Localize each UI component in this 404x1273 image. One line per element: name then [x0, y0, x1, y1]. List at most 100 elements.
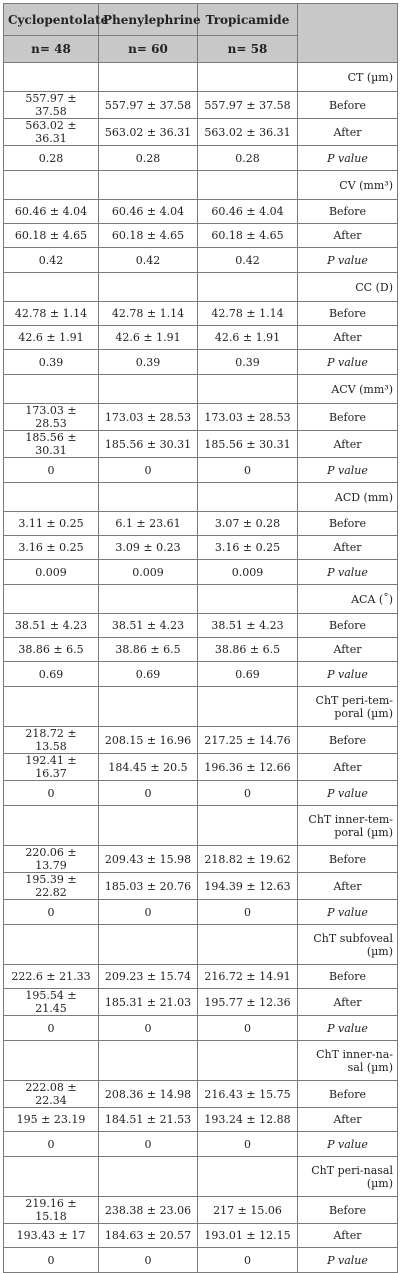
value-cell: 0 [3, 1131, 99, 1157]
header-blank [297, 3, 398, 63]
table-row: 42.78 ± 1.14 42.78 ± 1.14 42.78 ± 1.14 Befo… [3, 301, 398, 326]
row-label: P value [297, 1131, 398, 1157]
table-row: 3.16 ± 0.25 3.09 ± 0.23 3.16 ± 0.25 After [3, 535, 398, 560]
value-cell: 208.15 ± 16.96 [98, 726, 198, 754]
value-cell: 0.28 [197, 145, 298, 171]
empty-cell [3, 686, 99, 727]
table-row: 219.16 ± 15.18 238.38 ± 23.06 217 ± 15.06 B… [3, 1196, 398, 1224]
header-row-n: n= 48 n= 60 n= 58 [3, 35, 398, 63]
value-cell: 209.23 ± 15.74 [98, 964, 198, 989]
value-cell: 563.02 ± 36.31 [3, 118, 99, 146]
empty-cell [197, 805, 298, 846]
value-cell: 185.56 ± 30.31 [3, 430, 99, 458]
row-label: After [297, 118, 398, 146]
value-cell: 0 [197, 457, 298, 483]
value-cell: 0 [197, 1247, 298, 1273]
table-row: 195 ± 23.19 184.51 ± 21.53 193.24 ± 12.88 A… [3, 1107, 398, 1132]
row-label: After [297, 325, 398, 350]
parameter-label: ChT inner-tem-poral (µm) [297, 805, 398, 846]
row-label: Before [297, 1080, 398, 1108]
value-cell: 38.51 ± 4.23 [98, 613, 198, 638]
value-cell: 6.1 ± 23.61 [98, 511, 198, 536]
value-cell: 0.42 [3, 247, 99, 273]
header-n-tropicamide: n= 58 [197, 35, 298, 63]
empty-cell [98, 374, 198, 404]
value-cell: 38.51 ± 4.23 [3, 613, 99, 638]
table-row: 557.97 ± 37.58 557.97 ± 37.58 557.97 ± 37.… [3, 91, 398, 119]
empty-cell [3, 272, 99, 302]
value-cell: 0 [98, 457, 198, 483]
header-phenylephrine: Phenylephrine [98, 3, 201, 36]
value-cell: 38.51 ± 4.23 [197, 613, 298, 638]
value-cell: 60.46 ± 4.04 [3, 199, 99, 224]
parameter-label: ChT peri-tem-poral (µm) [297, 686, 398, 727]
value-cell: 184.63 ± 20.57 [98, 1223, 198, 1248]
empty-cell [197, 62, 298, 92]
value-cell: 60.18 ± 4.65 [197, 223, 298, 248]
row-label: P value [297, 145, 398, 171]
table-row: 42.6 ± 1.91 42.6 ± 1.91 42.6 ± 1.91 After [3, 325, 398, 350]
row-label: After [297, 430, 398, 458]
value-cell: 0 [98, 899, 198, 925]
row-label: P value [297, 1247, 398, 1273]
row-label: P value [297, 559, 398, 585]
table-row: 60.46 ± 4.04 60.46 ± 4.04 60.46 ± 4.04 Befo… [3, 199, 398, 224]
empty-cell [197, 924, 298, 965]
empty-cell [197, 482, 298, 512]
value-cell: 0 [197, 1015, 298, 1041]
empty-cell [98, 584, 198, 614]
value-cell: 0.69 [197, 661, 298, 687]
value-cell: 557.97 ± 37.58 [197, 91, 298, 119]
value-cell: 208.36 ± 14.98 [98, 1080, 198, 1108]
value-cell: 219.16 ± 15.18 [3, 1196, 99, 1224]
row-label: After [297, 753, 398, 781]
value-cell: 3.16 ± 0.25 [3, 535, 99, 560]
row-label: P value [297, 349, 398, 375]
value-cell: 60.18 ± 4.65 [98, 223, 198, 248]
value-cell: 195 ± 23.19 [3, 1107, 99, 1132]
header-n-cyclopentolate: n= 48 [3, 35, 99, 63]
empty-cell [197, 170, 298, 200]
parameter-label: ACV (mm³) [297, 374, 398, 404]
section-row: CV (mm³) [3, 170, 398, 200]
value-cell: 195.77 ± 12.36 [197, 988, 298, 1016]
empty-cell [3, 1040, 99, 1081]
row-label: P value [297, 457, 398, 483]
row-label: Before [297, 403, 398, 431]
row-label: P value [297, 247, 398, 273]
p-value-row: 0.39 0.39 0.39 P value [3, 349, 398, 375]
value-cell: 217.25 ± 14.76 [197, 726, 298, 754]
empty-cell [197, 272, 298, 302]
value-cell: 42.78 ± 1.14 [98, 301, 198, 326]
value-cell: 222.08 ± 22.34 [3, 1080, 99, 1108]
p-value-row: 0.69 0.69 0.69 P value [3, 661, 398, 687]
value-cell: 0.009 [98, 559, 198, 585]
value-cell: 192.41 ± 16.37 [3, 753, 99, 781]
value-cell: 0.42 [197, 247, 298, 273]
parameter-label: ACA (˚) [297, 584, 398, 614]
section-row: ACA (˚) [3, 584, 398, 614]
row-label: After [297, 535, 398, 560]
value-cell: 0 [98, 1015, 198, 1041]
value-cell: 0.39 [197, 349, 298, 375]
row-label: Before [297, 964, 398, 989]
p-value-row: 0.009 0.009 0.009 P value [3, 559, 398, 585]
row-label: P value [297, 780, 398, 806]
row-label: After [297, 872, 398, 900]
row-label: Before [297, 301, 398, 326]
table-row: 220.06 ± 13.79 209.43 ± 15.98 218.82 ± 19.… [3, 845, 398, 873]
value-cell: 0.009 [197, 559, 298, 585]
table-row: 193.43 ± 17 184.63 ± 20.57 193.01 ± 12.15 A… [3, 1223, 398, 1248]
table-row: 195.54 ± 21.45 185.31 ± 21.03 195.77 ± 12.… [3, 988, 398, 1016]
table-row: 173.03 ± 28.53 173.03 ± 28.53 173.03 ± 28.… [3, 403, 398, 431]
parameter-label: ChT peri-nasal (µm) [297, 1156, 398, 1197]
empty-cell [3, 1156, 99, 1197]
row-label: Before [297, 511, 398, 536]
header-n-phenylephrine: n= 60 [98, 35, 198, 63]
value-cell: 220.06 ± 13.79 [3, 845, 99, 873]
value-cell: 193.43 ± 17 [3, 1223, 99, 1248]
